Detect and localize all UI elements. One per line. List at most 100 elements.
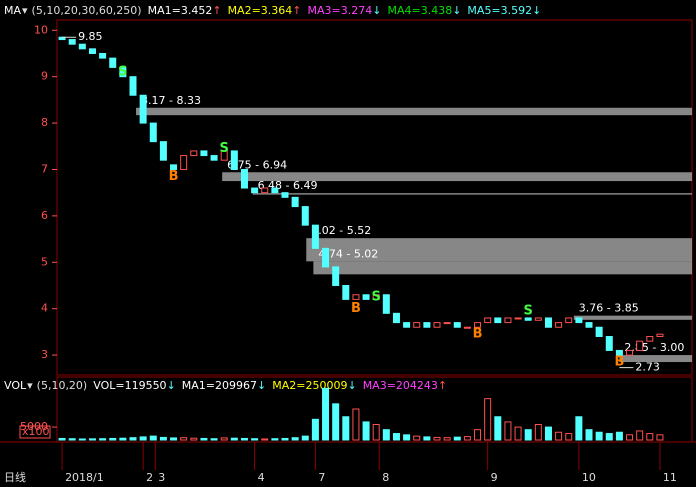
legend-arrow: ↓ [167,379,176,392]
x-tick-label: 2018/1 [65,471,104,484]
volume-bar [301,435,309,441]
legend-params: (5,10,20,30,60,250) [32,4,142,17]
volume-bar [433,436,441,441]
candle [494,317,502,324]
y-tick-label: 9 [41,70,48,83]
volume-bar [281,437,289,441]
volume-bar [372,424,380,441]
legend-params: (5,10,20) [37,379,88,392]
dropdown: ▾ [27,379,33,392]
volume-bar [534,424,542,441]
candle [78,43,86,50]
candle [170,164,178,170]
volume-bar [575,416,583,441]
candle [332,266,340,286]
price-zone [306,238,692,262]
candle [180,155,188,170]
candle [352,294,360,300]
legend-entry: MA5=3.592 [467,4,532,17]
price-zone [252,193,692,195]
candle [524,317,532,321]
legend-entry: MA3=204243 [363,379,438,392]
volume-bar [322,387,330,441]
volume-bar [636,430,644,441]
price-zone [222,172,692,182]
x-tick-label: 7 [318,471,325,484]
candle [403,322,411,328]
candle [372,294,380,300]
signal: B [351,301,361,316]
legend-arrow: ↓ [372,4,381,17]
candle [463,326,471,329]
candle [423,322,431,328]
candle [453,322,461,328]
signal: S [372,290,381,305]
y-tick-label: 10 [34,23,48,36]
y-tick-label: 5 [41,255,48,268]
candle [240,168,248,189]
volume-bar [180,437,188,441]
candle [382,294,390,314]
volume-bar [251,438,259,441]
legend-arrow: ↓ [452,4,461,17]
period-label: 日线 [4,470,26,484]
volume-bar [382,429,390,441]
volume-bar [392,433,400,441]
candle [555,322,563,328]
volume-bar [595,431,603,441]
y-tick-label: 8 [41,116,48,129]
volume-bar [170,437,178,441]
legend-arrow: ↑ [212,4,221,17]
candle [251,187,259,194]
candle [646,336,654,342]
volume-bar [220,437,228,441]
volume-bar [463,436,471,441]
legend-entry: MA1=3.452 [148,4,213,17]
x-tick-label: 9 [491,471,498,484]
candle [392,312,400,324]
candle [534,317,542,321]
candle [413,322,421,328]
volume-bar [58,437,66,441]
candle [362,294,370,300]
price-zone [136,107,693,116]
volume-bar [524,429,532,441]
unit-label: x100 [22,425,50,438]
x-tick-label: 4 [258,471,265,484]
x-tick-label: 10 [582,471,596,484]
volume-bar [514,426,522,441]
legend-label: VOL [4,379,27,392]
legend-entry: MA2=250009 [272,379,347,392]
price-zone [573,315,692,320]
volume-bar [555,431,563,441]
candle [230,150,238,170]
candle [291,196,299,208]
volume-bar [149,435,157,441]
zone-label: 3.76 - 3.85 [579,302,639,315]
volume-bar [504,421,512,441]
legend-arrow: ↑ [438,379,447,392]
legend-header: MA▾ (5,10,20,30,60,250) MA1=3.452↑ MA2=3.36… [4,4,541,17]
volume-bar [240,437,248,441]
candle [281,192,289,198]
candle [311,224,319,249]
legend-header: VOL▾ (5,10,20) VOL=119550↓ MA1=209967↓ MA2=2… [4,379,447,392]
candle [615,349,623,356]
candle [504,317,512,324]
candle [605,336,613,351]
volume-bar [311,418,319,441]
volume-bar [362,421,370,441]
volume-bar [626,434,634,441]
volume-bar [656,434,664,441]
price-panel [56,19,693,376]
volume-bar [332,403,340,441]
volume-bar [544,426,552,441]
x-tick-label: 3 [158,471,165,484]
candle [595,326,603,338]
candle [636,340,644,351]
candle [88,48,96,54]
volume-bar [159,436,167,441]
legend-arrow: ↓ [532,4,541,17]
volume-bar [210,438,218,441]
legend-entry: MA4=3.438 [387,4,452,17]
